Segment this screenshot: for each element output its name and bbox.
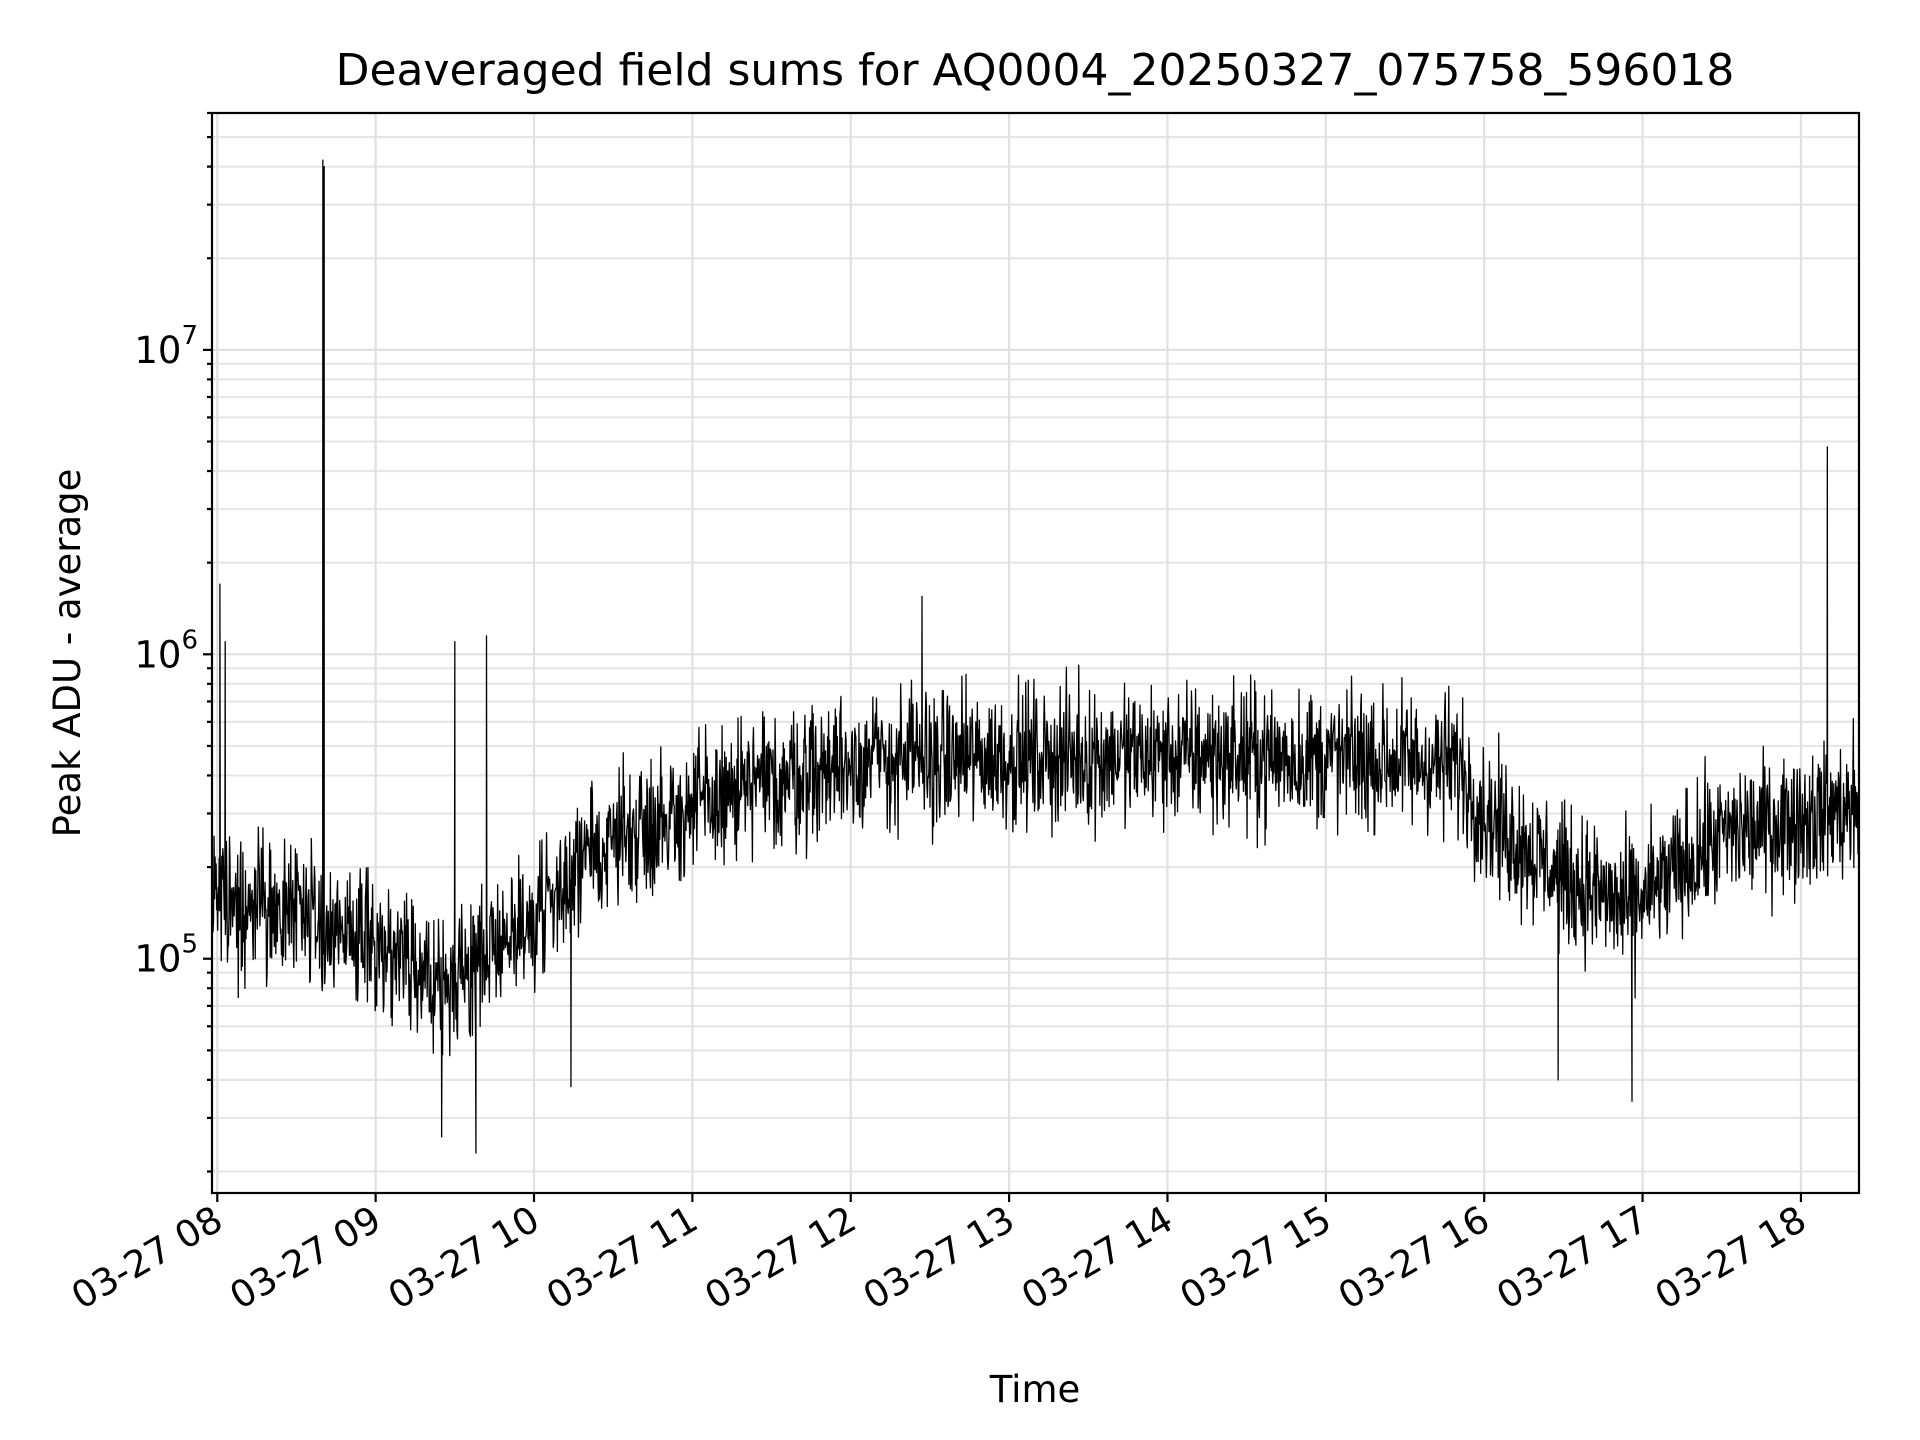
y-tick-label: 107 (134, 321, 198, 372)
x-axis-label: Time (989, 1368, 1081, 1411)
y-axis-label: Peak ADU - average (46, 469, 89, 838)
chart-title: Deaveraged field sums for AQ0004_2025032… (336, 45, 1735, 96)
y-tick-label: 105 (134, 930, 198, 981)
y-tick-label: 106 (134, 625, 198, 676)
series-line (211, 159, 1860, 1154)
plot-frame (210, 111, 1861, 1195)
series-layer (211, 159, 1860, 1154)
